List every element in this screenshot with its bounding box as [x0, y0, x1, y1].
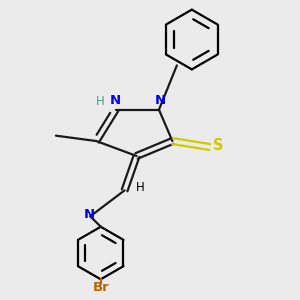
Text: H: H	[96, 95, 104, 108]
Text: Br: Br	[92, 281, 109, 294]
Text: N: N	[84, 208, 95, 221]
Text: H: H	[136, 182, 145, 194]
Text: N: N	[110, 94, 121, 107]
Text: N: N	[154, 94, 165, 107]
Text: S: S	[213, 138, 223, 153]
